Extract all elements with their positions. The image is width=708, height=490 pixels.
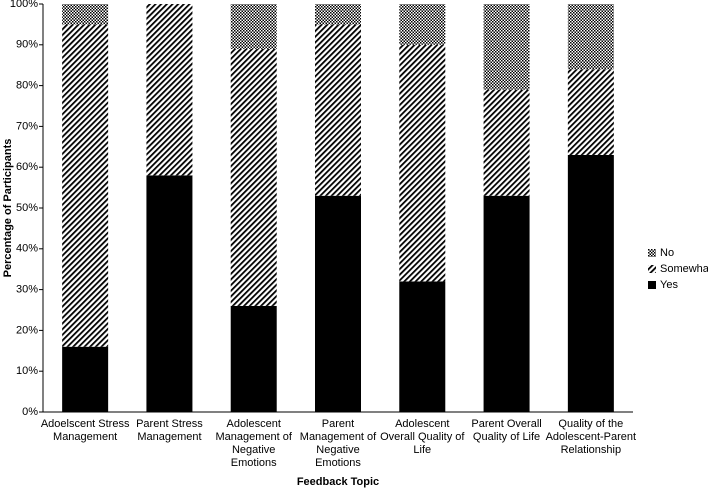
- bar-segment: [483, 195, 530, 412]
- y-tick-label: 60%: [16, 161, 38, 173]
- bar-segment: [146, 175, 193, 412]
- bar-segment: [62, 24, 109, 347]
- bar-segment: [567, 69, 614, 155]
- bar-segment: [315, 4, 361, 25]
- bar-segment: [62, 346, 109, 412]
- x-tick-label: Quality of the Adolescent-Parent Relatio…: [545, 418, 637, 456]
- x-tick-label: Adolescent Overall Quality of Life: [380, 418, 465, 456]
- y-tick-label: 30%: [16, 284, 38, 296]
- legend-swatch: [648, 249, 656, 257]
- bar-segment: [315, 24, 361, 196]
- bar-segment: [399, 4, 446, 45]
- x-tick-label: Parent Stress Management: [136, 418, 203, 443]
- bar-segment: [483, 89, 530, 196]
- x-tick-label: Parent Overall Quality of Life: [471, 418, 542, 443]
- y-tick-label: 20%: [16, 324, 38, 336]
- y-tick-label: 50%: [16, 202, 38, 214]
- legend-label: Somewhat: [660, 263, 708, 275]
- bar-segment: [62, 4, 109, 25]
- x-tick-label: Parent Management of Negative Emotions: [299, 418, 377, 469]
- bar-segment: [230, 305, 277, 412]
- y-tick-label: 40%: [16, 243, 38, 255]
- y-axis-title: Percentage of Participants: [2, 139, 14, 278]
- x-tick-label: Adolescent Management of Negative Emotio…: [215, 418, 292, 469]
- bar-segment: [567, 4, 614, 70]
- bar-segment: [399, 281, 446, 412]
- y-tick-label: 10%: [16, 365, 38, 377]
- legend-label: No: [660, 247, 674, 259]
- bar-segment: [230, 4, 277, 49]
- legend-swatch: [648, 281, 656, 289]
- y-tick-label: 70%: [16, 120, 38, 132]
- bar-segment: [146, 4, 193, 176]
- y-tick-label: 0%: [22, 406, 38, 418]
- bar-segment: [483, 4, 530, 90]
- x-axis-title: Feedback Topic: [297, 476, 379, 488]
- bar-segment: [315, 195, 361, 412]
- y-tick-label: 90%: [16, 39, 38, 51]
- y-tick-label: 80%: [16, 80, 38, 92]
- bar-segment: [230, 48, 277, 306]
- bar-segment: [399, 44, 446, 282]
- x-tick-label: Adoelscent Stress Management: [40, 418, 130, 443]
- legend-label: Yes: [660, 279, 678, 291]
- y-tick-label: 100%: [10, 0, 38, 10]
- legend-swatch: [648, 265, 656, 273]
- bar-segment: [567, 154, 614, 412]
